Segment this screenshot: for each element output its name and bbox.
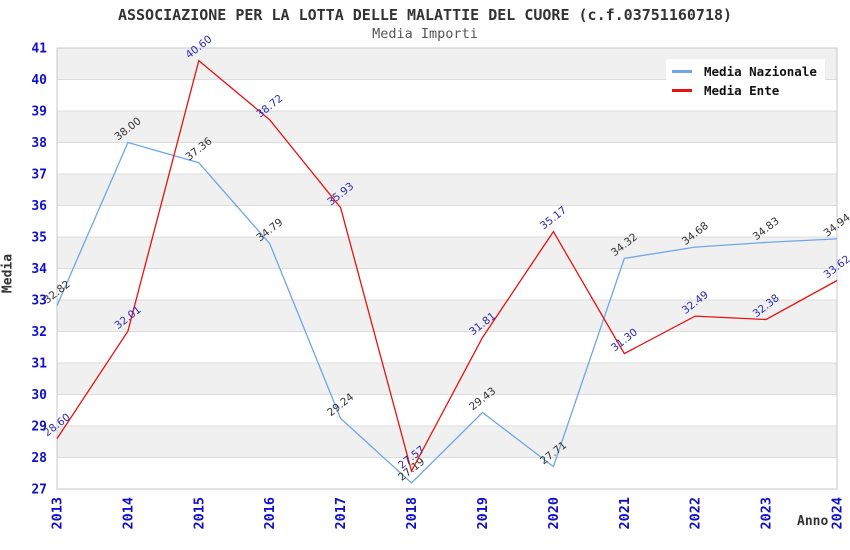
y-tick-label: 41 bbox=[31, 42, 47, 57]
y-tick-label: 37 bbox=[31, 168, 47, 183]
plot-band bbox=[57, 363, 837, 395]
y-tick-label: 32 bbox=[31, 325, 47, 340]
x-tick-label: 2013 bbox=[50, 497, 66, 530]
y-tick-label: 29 bbox=[31, 420, 47, 435]
y-tick-label: 38 bbox=[31, 136, 47, 151]
x-tick-label: 2023 bbox=[759, 497, 775, 530]
plot-band bbox=[57, 111, 837, 143]
plot-band bbox=[57, 237, 837, 269]
plot-band bbox=[57, 268, 837, 300]
y-tick-label: 35 bbox=[31, 231, 47, 246]
x-axis-title: Anno bbox=[797, 514, 829, 529]
x-tick-label: 2021 bbox=[617, 497, 633, 530]
y-tick-label: 34 bbox=[31, 262, 47, 277]
plot-band bbox=[57, 300, 837, 332]
x-tick-label: 2019 bbox=[475, 497, 491, 530]
x-tick-label: 2016 bbox=[262, 497, 278, 530]
y-tick-label: 39 bbox=[31, 105, 47, 120]
x-tick-label: 2015 bbox=[191, 497, 207, 530]
series-line-media-nazionale bbox=[56, 141, 838, 484]
y-tick-label: 40 bbox=[31, 73, 47, 88]
legend-label-nazionale: Media Nazionale bbox=[704, 64, 817, 79]
legend-swatch-ente-icon bbox=[672, 89, 692, 92]
y-tick-label: 30 bbox=[31, 388, 47, 403]
plot-border bbox=[56, 47, 838, 490]
y-tick-label: 27 bbox=[31, 483, 47, 498]
y-tick-label: 28 bbox=[31, 451, 47, 466]
y-tick-label: 36 bbox=[31, 199, 47, 214]
plot-band bbox=[57, 394, 837, 426]
legend-swatch-nazionale-icon bbox=[672, 70, 692, 73]
chart-subtitle: Media Importi bbox=[372, 26, 478, 42]
y-axis-title: Media bbox=[0, 253, 16, 294]
plot-band bbox=[57, 142, 837, 174]
x-tick-label: 2022 bbox=[688, 497, 704, 530]
legend-label-ente: Media Ente bbox=[704, 83, 780, 98]
y-tick-label: 31 bbox=[31, 357, 47, 372]
chart-title: ASSOCIAZIONE PER LA LOTTA DELLE MALATTIE… bbox=[117, 6, 733, 24]
plot-band bbox=[57, 331, 837, 363]
x-tick-label: 2020 bbox=[546, 497, 562, 530]
x-tick-label: 2017 bbox=[333, 497, 349, 530]
legend-item-media-ente: Media Ente bbox=[672, 81, 817, 100]
legend: Media Nazionale Media Ente bbox=[666, 59, 825, 103]
x-tick-label: 2018 bbox=[404, 497, 420, 530]
x-tick-label: 2014 bbox=[120, 497, 136, 530]
plot-band bbox=[57, 205, 837, 237]
y-tick-label: 33 bbox=[31, 294, 47, 309]
plot-band bbox=[57, 174, 837, 206]
series-line-media-ente bbox=[56, 59, 838, 473]
x-tick-label: 2024 bbox=[830, 497, 846, 530]
plot-band bbox=[57, 426, 837, 458]
legend-item-media-nazionale: Media Nazionale bbox=[672, 62, 817, 81]
plot-band bbox=[57, 457, 837, 489]
